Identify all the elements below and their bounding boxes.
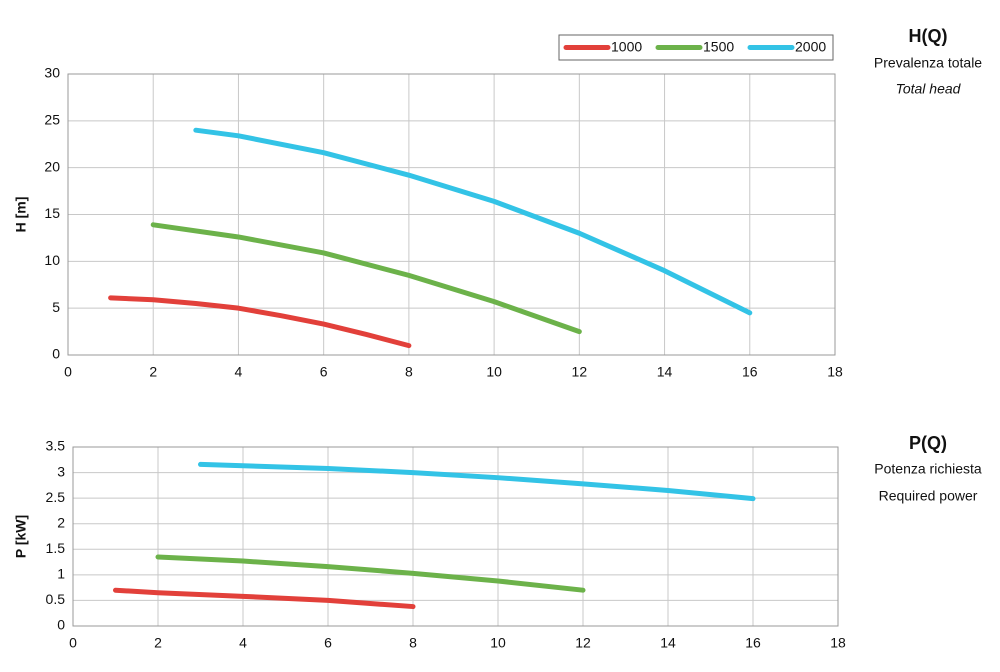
x-tick-label: 18 [827,364,843,380]
y-tick-label: 0.5 [46,591,66,607]
y-tick-label: 30 [44,65,60,81]
series-line [155,554,586,593]
plot-frame [67,73,836,356]
side-subtitle: Total head [896,81,962,97]
x-tick-label: 10 [486,364,502,380]
x-tick-label: 2 [149,364,157,380]
series-line [108,295,412,349]
side-title: P(Q) [909,433,947,453]
legend-label: 2000 [795,39,826,55]
y-tick-label: 20 [44,158,60,174]
x-tick-label: 8 [409,635,417,651]
y-tick-label: 25 [44,112,60,128]
x-tick-label: 8 [405,364,413,380]
x-tick-label: 6 [320,364,328,380]
x-tick-label: 2 [154,635,162,651]
side-subtitle: Required power [879,488,978,504]
x-tick-label: 6 [324,635,332,651]
series-line [113,587,416,610]
legend-label: 1000 [611,39,642,55]
y-tick-label: 2.5 [46,489,66,505]
y-tick-label: 10 [44,252,60,268]
x-tick-label: 16 [742,364,758,380]
x-tick-label: 18 [830,635,846,651]
side-subtitle: Prevalenza totale [874,55,982,71]
series-line [198,461,756,502]
y-tick-label: 0 [52,346,60,362]
side-title: H(Q) [909,26,948,46]
x-tick-label: 12 [572,364,588,380]
y-tick-label: 1 [57,566,65,582]
y-axis-title: P [kW] [13,515,29,558]
x-tick-label: 4 [235,364,243,380]
legend-label: 1500 [703,39,734,55]
x-tick-label: 12 [575,635,591,651]
x-tick-label: 14 [657,364,673,380]
series-line [150,222,582,335]
x-tick-label: 4 [239,635,247,651]
x-tick-label: 0 [64,364,72,380]
y-axis-title: H [m] [13,197,29,233]
series-line [193,127,753,316]
x-tick-label: 14 [660,635,676,651]
y-tick-label: 2 [57,514,65,530]
plot-frame [72,446,839,627]
y-tick-label: 3 [57,463,65,479]
y-tick-label: 0 [57,617,65,633]
y-tick-label: 15 [44,205,60,221]
x-tick-label: 10 [490,635,506,651]
x-tick-label: 16 [745,635,761,651]
y-tick-label: 5 [52,299,60,315]
y-tick-label: 3.5 [46,438,66,454]
x-tick-label: 0 [69,635,77,651]
side-subtitle: Potenza richiesta [874,461,982,477]
y-tick-label: 1.5 [46,540,66,556]
